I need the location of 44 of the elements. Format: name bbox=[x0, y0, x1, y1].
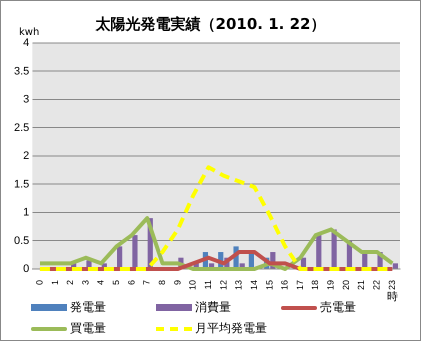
x-axis-title: 時 bbox=[387, 290, 398, 304]
x-tick-label: 14 bbox=[248, 280, 259, 290]
y-tick-label: 2.5 bbox=[14, 122, 30, 134]
x-tick-label: 1 bbox=[50, 280, 60, 286]
x-tick-label: 17 bbox=[294, 280, 305, 290]
y-tick-label: 3.5 bbox=[14, 65, 30, 78]
bar bbox=[316, 235, 322, 268]
x-tick-label: 12 bbox=[218, 280, 228, 290]
x-tick-label: 21 bbox=[356, 280, 366, 290]
x-tick-label: 11 bbox=[202, 280, 213, 290]
legend-label: 発電量 bbox=[70, 299, 106, 316]
y-tick-label: 0.5 bbox=[14, 234, 30, 247]
y-tick-label: 2 bbox=[23, 150, 30, 162]
legend-label: 売電量 bbox=[320, 299, 356, 316]
x-tick-label: 8 bbox=[157, 280, 168, 286]
x-tick-label: 19 bbox=[326, 280, 336, 290]
legend-label: 消費量 bbox=[195, 299, 231, 316]
bar bbox=[132, 235, 138, 268]
x-tick-label: 23 bbox=[386, 280, 397, 290]
x-tick-label: 0 bbox=[34, 280, 44, 286]
x-tick-label: 13 bbox=[234, 280, 244, 290]
legend-label: 月平均発電量 bbox=[195, 320, 267, 337]
x-tick-label: 20 bbox=[340, 280, 351, 290]
x-tick-label: 2 bbox=[65, 280, 76, 286]
x-tick-label: 9 bbox=[172, 280, 182, 286]
chart-title: 太陽光発電実績（2010. 1. 22） bbox=[96, 15, 326, 33]
x-tick-label: 18 bbox=[310, 280, 320, 290]
y-tick-label: 3 bbox=[23, 94, 30, 106]
y-axis-title: kwh bbox=[19, 27, 40, 38]
y-tick-label: 0 bbox=[23, 263, 30, 276]
x-tick-label: 16 bbox=[280, 280, 290, 290]
x-tick-label: 6 bbox=[126, 280, 136, 286]
y-tick-label: 1 bbox=[23, 206, 30, 219]
legend-label: 買電量 bbox=[70, 320, 106, 337]
x-tick-label: 22 bbox=[372, 280, 382, 290]
x-tick-label: 7 bbox=[142, 280, 152, 286]
x-tick-label: 4 bbox=[96, 280, 106, 286]
x-tick-label: 3 bbox=[80, 280, 90, 286]
bar bbox=[392, 263, 398, 268]
y-tick-label: 1.5 bbox=[14, 178, 30, 190]
x-tick-label: 5 bbox=[111, 280, 122, 286]
x-tick-label: 10 bbox=[188, 280, 198, 290]
y-tick-label: 4 bbox=[23, 37, 30, 50]
x-tick-label: 15 bbox=[264, 280, 274, 290]
